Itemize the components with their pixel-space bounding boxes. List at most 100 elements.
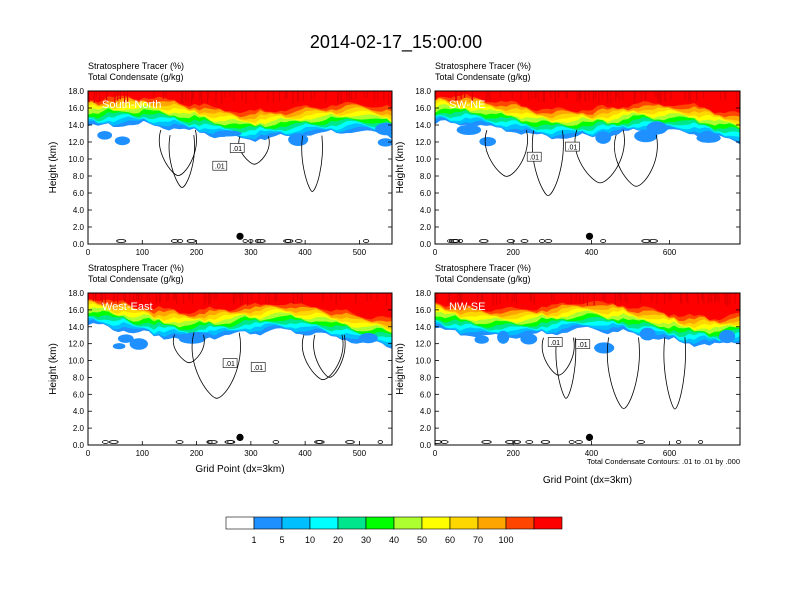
tracer-streak bbox=[664, 91, 666, 101]
y-tick-label: 10.0 bbox=[415, 357, 431, 366]
y-tick-label: 16.0 bbox=[68, 306, 84, 315]
tracer-streak bbox=[337, 91, 339, 103]
y-tick-label: 2.0 bbox=[420, 223, 432, 232]
contour-label-box bbox=[575, 339, 591, 349]
x-axis-label: Grid Point (dx=3km) bbox=[543, 475, 632, 486]
tracer-streak bbox=[729, 293, 731, 305]
tracer-streak bbox=[292, 293, 294, 304]
tracer-streak bbox=[205, 293, 207, 303]
y-tick-label: 14.0 bbox=[68, 121, 84, 130]
tracer-streak bbox=[659, 91, 661, 104]
tracer-streak bbox=[588, 91, 590, 101]
y-tick-label: 18.0 bbox=[68, 87, 84, 96]
panel-west-east: .01 .01 West-East Stratosphere Tracer (%)To… bbox=[48, 263, 393, 475]
tracer-streak bbox=[481, 293, 484, 303]
tracer-streak bbox=[383, 91, 385, 98]
tracer-blob bbox=[696, 133, 721, 143]
condensate-contours bbox=[435, 337, 704, 444]
contour-label: .01 bbox=[225, 361, 235, 368]
tracer-blob bbox=[114, 136, 131, 146]
x-tick-label: 300 bbox=[244, 248, 258, 257]
tracer-streak bbox=[448, 293, 450, 304]
tracer-streak bbox=[168, 293, 170, 300]
tracer-streak bbox=[95, 91, 97, 98]
tracer-streak bbox=[726, 293, 728, 306]
tracer-streak bbox=[542, 91, 544, 103]
tracer-streak bbox=[221, 91, 223, 104]
colorbar-cell bbox=[225, 516, 255, 530]
contour-label: .01 bbox=[232, 146, 242, 153]
tracer-streak bbox=[670, 91, 672, 101]
tracer-streak bbox=[313, 91, 316, 98]
x-tick-label: 600 bbox=[663, 248, 677, 257]
y-tick-label: 12.0 bbox=[68, 340, 84, 349]
tracer-streak bbox=[191, 91, 193, 99]
tracer-streak bbox=[481, 293, 483, 300]
contour-surface-cell bbox=[242, 239, 248, 243]
x-tick-label: 400 bbox=[585, 449, 599, 458]
tracer-streak bbox=[162, 91, 164, 99]
y-tick-label: 14.0 bbox=[415, 121, 431, 130]
colorbar-cell bbox=[281, 516, 311, 530]
panel-sw-ne: .01 .01 SW-NE Stratosphere Tracer (%)Total … bbox=[395, 61, 741, 257]
tracer-streak bbox=[598, 91, 600, 103]
contour-label-box bbox=[526, 151, 542, 162]
contour-line bbox=[313, 334, 346, 378]
tracer-streak bbox=[348, 91, 350, 101]
tracer-streak bbox=[113, 293, 115, 300]
contour-line bbox=[532, 130, 564, 197]
tracer-field bbox=[88, 91, 392, 147]
tracer-streak bbox=[247, 293, 249, 306]
panel-label: South-North bbox=[102, 99, 161, 111]
tracer-streak bbox=[297, 91, 299, 103]
contour-surface-cell bbox=[512, 440, 521, 444]
tracer-streak bbox=[210, 293, 212, 302]
y-tick-label: 6.0 bbox=[73, 189, 85, 198]
y-tick-label: 0.0 bbox=[73, 441, 85, 450]
contour-surface-cell bbox=[186, 239, 197, 243]
y-tick-label: 16.0 bbox=[68, 104, 84, 113]
colorbar-label: 30 bbox=[361, 535, 371, 545]
tracer-streak bbox=[173, 293, 175, 301]
tracer-streak bbox=[136, 293, 138, 300]
tracer-streak bbox=[366, 91, 368, 99]
contour-surface-cell bbox=[102, 440, 109, 444]
colorbar-label: 1 bbox=[251, 535, 256, 545]
y-tick-label: 12.0 bbox=[415, 138, 431, 147]
contour-surface-cell bbox=[479, 239, 489, 243]
tracer-streak bbox=[593, 293, 595, 306]
tracer-streak bbox=[715, 293, 717, 300]
contour-note: Total Condensate Contours: .01 to .01 by… bbox=[587, 457, 740, 466]
tracer-streak bbox=[93, 91, 95, 103]
contour-surface-cell bbox=[256, 239, 266, 243]
tracer-blob bbox=[375, 122, 392, 136]
colorbar-cell bbox=[505, 516, 535, 530]
y-tick-label: 12.0 bbox=[415, 340, 431, 349]
tracer-streak bbox=[624, 293, 626, 301]
tracer-streak bbox=[553, 293, 555, 302]
tracer-streak bbox=[99, 91, 101, 102]
condensate-contours bbox=[116, 129, 370, 243]
tracer-streak bbox=[146, 293, 148, 300]
tracer-streak bbox=[274, 293, 276, 303]
contour-surface-cell bbox=[254, 239, 262, 243]
tracer-streak bbox=[460, 293, 462, 302]
tracer-streak bbox=[114, 91, 116, 103]
tracer-streak bbox=[716, 293, 718, 302]
colorbar-cell bbox=[533, 516, 563, 530]
y-tick-label: 18.0 bbox=[415, 87, 431, 96]
tracer-streak bbox=[322, 293, 324, 303]
tracer-streak bbox=[511, 91, 513, 99]
x-tick-label: 200 bbox=[190, 248, 204, 257]
x-tick-label: 400 bbox=[298, 248, 312, 257]
tracer-streak bbox=[278, 91, 281, 101]
tracer-streak bbox=[513, 293, 516, 302]
tracer-streak bbox=[302, 91, 304, 102]
tracer-streak bbox=[123, 293, 125, 301]
contour-label-box bbox=[547, 337, 563, 347]
contour-surface-cell bbox=[451, 239, 461, 243]
tracer-streak bbox=[182, 91, 184, 104]
x-tick-label: 100 bbox=[136, 248, 150, 257]
tracer-streak bbox=[565, 91, 567, 98]
colorbar-label: 5 bbox=[279, 535, 284, 545]
